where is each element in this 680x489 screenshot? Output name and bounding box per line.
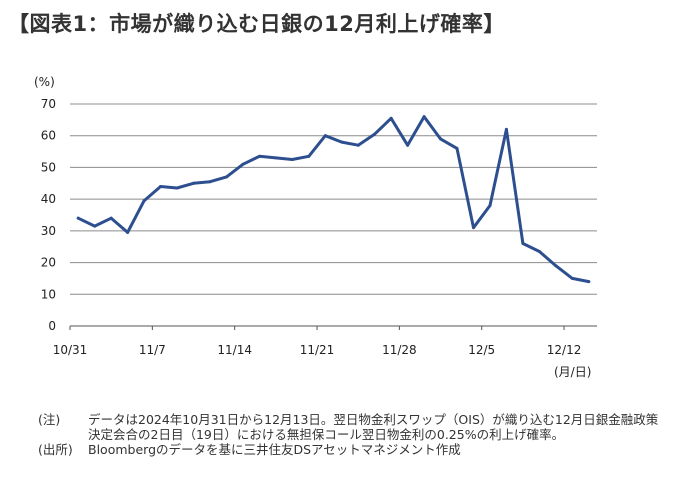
note-row: (出所) Bloombergのデータを基に三井住友DSアセットマネジメント作成 (38, 442, 668, 457)
x-tick-label: 11/21 (300, 343, 335, 357)
y-tick-label: 30 (41, 224, 56, 238)
y-tick-label: 40 (41, 192, 56, 206)
chart-title: 【図表1：市場が織り込む日銀の12月利上げ確率】 (8, 12, 505, 36)
y-tick-label: 70 (41, 97, 56, 111)
x-tick-label: 12/12 (547, 343, 582, 357)
data-point (175, 186, 179, 190)
data-point (488, 203, 492, 207)
probability-line (76, 115, 591, 284)
x-axis-unit: (月/日) (554, 365, 591, 379)
data-point (570, 276, 574, 280)
data-point (439, 137, 443, 141)
data-point (241, 162, 245, 166)
source-key: (出所) (38, 442, 73, 457)
note-key: (注) (38, 412, 61, 427)
data-point (537, 249, 541, 253)
data-point (373, 132, 377, 136)
line-chart: 0 10 20 30 40 50 60 70 10/31 11/7 11/14 11/21 11/28… (34, 75, 597, 379)
data-point (554, 264, 558, 268)
data-point (471, 226, 475, 230)
data-point (76, 216, 80, 220)
y-tick-label: 10 (41, 287, 56, 301)
data-point (587, 280, 591, 284)
data-point (323, 134, 327, 138)
gridlines (70, 103, 597, 327)
x-tick-label: 11/28 (382, 343, 417, 357)
notes: (注) データは2024年10月31日から12月13日。翌日物金利スワップ（OI… (38, 412, 668, 457)
y-tick-label: 20 (41, 256, 56, 270)
x-tick-label: 12/5 (468, 343, 495, 357)
y-tick-label: 50 (41, 160, 56, 174)
data-point (290, 158, 294, 161)
x-tick-labels: 10/31 11/7 11/14 11/21 11/28 12/5 12/12 (53, 326, 582, 357)
data-point (93, 224, 97, 228)
data-point (274, 156, 278, 160)
note-text: データは2024年10月31日から12月13日。翌日物金利スワップ（OIS）が織… (88, 412, 659, 442)
source-text: Bloombergのデータを基に三井住友DSアセットマネジメント作成 (88, 442, 461, 457)
data-point (224, 175, 228, 179)
data-point (192, 181, 196, 185)
y-tick-label: 60 (41, 129, 56, 143)
note-row: (注) データは2024年10月31日から12月13日。翌日物金利スワップ（OI… (38, 412, 668, 442)
series-line (76, 115, 591, 284)
data-point (389, 116, 393, 120)
data-point (109, 216, 113, 220)
data-point (406, 143, 410, 147)
x-tick-label: 11/7 (139, 343, 166, 357)
x-tick-label: 10/31 (53, 343, 88, 357)
data-point (356, 143, 360, 147)
data-point (340, 140, 344, 144)
x-tick-label: 11/14 (217, 343, 252, 357)
y-tick-labels: 0 10 20 30 40 50 60 70 (41, 97, 56, 333)
data-point (422, 115, 426, 119)
data-point (257, 154, 261, 158)
data-point (307, 154, 311, 158)
data-point (208, 180, 212, 184)
data-point (455, 146, 459, 150)
y-tick-label: 0 (48, 319, 56, 333)
data-point (159, 184, 163, 188)
data-point (142, 199, 146, 203)
data-point (126, 230, 130, 234)
y-axis-unit: (%) (34, 75, 55, 89)
data-point (521, 242, 525, 246)
data-point (504, 127, 508, 131)
